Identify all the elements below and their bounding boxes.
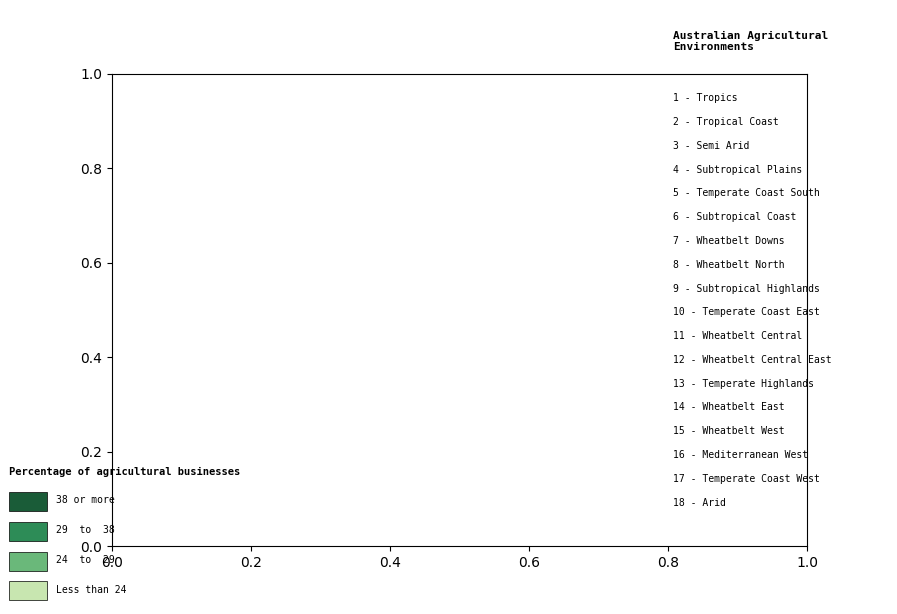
Text: 29  to  38: 29 to 38 bbox=[56, 525, 115, 535]
Text: Percentage of agricultural businesses: Percentage of agricultural businesses bbox=[9, 467, 240, 476]
Text: 8 - Wheatbelt North: 8 - Wheatbelt North bbox=[673, 260, 784, 270]
Text: 9 - Subtropical Highlands: 9 - Subtropical Highlands bbox=[673, 284, 820, 293]
Text: 7 - Wheatbelt Downs: 7 - Wheatbelt Downs bbox=[673, 236, 784, 246]
Text: 14 - Wheatbelt East: 14 - Wheatbelt East bbox=[673, 402, 784, 413]
Text: 6 - Subtropical Coast: 6 - Subtropical Coast bbox=[673, 212, 797, 222]
Text: 18 - Arid: 18 - Arid bbox=[673, 497, 726, 508]
Bar bbox=[9, 522, 47, 541]
Text: 3 - Semi Arid: 3 - Semi Arid bbox=[673, 141, 749, 151]
Text: Australian Agricultural
Environments: Australian Agricultural Environments bbox=[673, 31, 828, 52]
Text: 16 - Mediterranean West: 16 - Mediterranean West bbox=[673, 450, 808, 460]
Text: 4 - Subtropical Plains: 4 - Subtropical Plains bbox=[673, 165, 802, 174]
Text: 11 - Wheatbelt Central: 11 - Wheatbelt Central bbox=[673, 331, 802, 341]
Text: 12 - Wheatbelt Central East: 12 - Wheatbelt Central East bbox=[673, 355, 832, 365]
Text: 15 - Wheatbelt West: 15 - Wheatbelt West bbox=[673, 426, 784, 436]
Text: 24  to  29: 24 to 29 bbox=[56, 555, 115, 565]
Text: 2 - Tropical Coast: 2 - Tropical Coast bbox=[673, 117, 779, 127]
Text: 5 - Temperate Coast South: 5 - Temperate Coast South bbox=[673, 188, 820, 198]
Text: Less than 24: Less than 24 bbox=[56, 585, 126, 594]
Text: 17 - Temperate Coast West: 17 - Temperate Coast West bbox=[673, 474, 820, 484]
Text: 1 - Tropics: 1 - Tropics bbox=[673, 93, 737, 103]
Bar bbox=[9, 581, 47, 600]
Text: 13 - Temperate Highlands: 13 - Temperate Highlands bbox=[673, 379, 814, 389]
Bar bbox=[9, 552, 47, 570]
Bar bbox=[9, 492, 47, 511]
Text: 38 or more: 38 or more bbox=[56, 495, 115, 505]
Text: 10 - Temperate Coast East: 10 - Temperate Coast East bbox=[673, 307, 820, 317]
